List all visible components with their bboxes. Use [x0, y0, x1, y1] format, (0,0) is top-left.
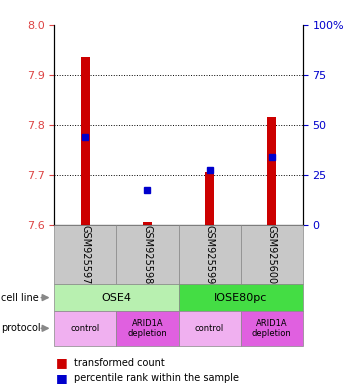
- Text: transformed count: transformed count: [74, 358, 164, 368]
- Text: cell line: cell line: [1, 293, 38, 303]
- Text: ARID1A
depletion: ARID1A depletion: [252, 319, 292, 338]
- Bar: [205, 172, 214, 225]
- Bar: [143, 222, 152, 225]
- Text: OSE4: OSE4: [102, 293, 131, 303]
- Text: GSM925599: GSM925599: [204, 225, 215, 284]
- Text: GSM925600: GSM925600: [267, 225, 277, 284]
- Text: GSM925597: GSM925597: [80, 225, 90, 284]
- Text: IOSE80pc: IOSE80pc: [214, 293, 267, 303]
- Text: GSM925598: GSM925598: [142, 225, 153, 284]
- Bar: [80, 57, 90, 225]
- Text: percentile rank within the sample: percentile rank within the sample: [74, 373, 238, 383]
- Text: protocol: protocol: [1, 323, 40, 333]
- Text: control: control: [195, 324, 224, 333]
- Text: ■: ■: [56, 372, 68, 384]
- Bar: [267, 117, 276, 225]
- Text: ARID1A
depletion: ARID1A depletion: [127, 319, 167, 338]
- Text: control: control: [71, 324, 100, 333]
- Text: ■: ■: [56, 356, 68, 369]
